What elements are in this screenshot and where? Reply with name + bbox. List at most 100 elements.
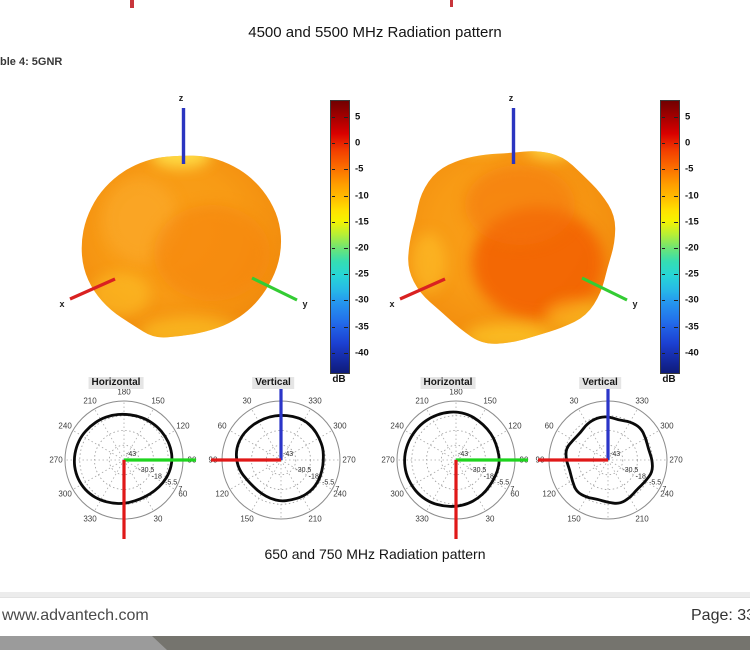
polar-angle-label: 270 [669, 456, 683, 465]
table-label: ble 4: 5GNR [0, 56, 63, 68]
colorbar-tick-label: -40 [355, 347, 369, 359]
polar-radial-label: 7 [178, 486, 182, 493]
polar-angle-label: 330 [415, 514, 429, 523]
polar-title: Horizontal [88, 377, 144, 389]
polar-angle-label: 210 [415, 397, 429, 406]
polar-grid-spoke [607, 459, 638, 512]
surface-plot-left: z x y [59, 93, 308, 338]
radiation-curve [234, 414, 325, 503]
polar-radial-label: -30.5 [470, 467, 486, 474]
polar-angle-label: 30 [570, 397, 579, 406]
y-axis-label: y [302, 299, 307, 309]
surface-color-patch [526, 151, 578, 159]
radiation-curve [72, 412, 174, 505]
polar-radial-label: -18 [152, 473, 162, 480]
colorbar-left: 5 0 -5 -10 -15 -20 -25 -30 -35 -40 [330, 100, 369, 374]
colorbar-tick [332, 117, 335, 118]
z-axis-label: z [509, 93, 514, 103]
colorbar-tick-label: -5 [685, 163, 694, 175]
colorbar-tick [674, 326, 678, 328]
polar-grid-spoke [280, 430, 333, 461]
polar-angle-label: 60 [178, 490, 187, 499]
colorbar-tick [662, 300, 665, 302]
colorbar-tick [662, 326, 665, 328]
colorbar-tick [332, 221, 335, 223]
colorbar-tick [674, 274, 678, 276]
colorbar-tick [662, 352, 665, 354]
colorbar-tick-label: -15 [685, 216, 699, 228]
colorbar-tick-label: -35 [355, 321, 369, 333]
polar-radial-label: -18 [309, 473, 319, 480]
surface-color-patch [465, 165, 575, 245]
colorbar-tick [674, 248, 678, 249]
colorbar-tick-label: -15 [355, 216, 369, 228]
x-axis-label: x [389, 299, 394, 309]
surface-color-patch [138, 317, 242, 338]
footer-separator [0, 592, 750, 598]
polar-grid-spoke [229, 459, 282, 490]
colorbar-tick [662, 169, 665, 171]
colorbar-tick [332, 248, 335, 249]
polar-angle-label: 150 [567, 514, 581, 523]
colorbar-tick [344, 143, 348, 145]
polar-grid-spoke [455, 459, 486, 512]
figure-title: 4500 and 5500 MHz Radiation pattern [248, 24, 502, 41]
colorbar-tick [344, 117, 348, 118]
surface-plot-right: z x y [389, 93, 638, 344]
polar-angle-label: 30 [154, 514, 163, 523]
polar-grid-spoke [455, 459, 508, 490]
surface-color-patch [545, 299, 605, 331]
polar-angle-label: 120 [542, 490, 556, 499]
surface-color-patch [151, 155, 211, 168]
polar-angle-label: 120 [176, 422, 190, 431]
polar-grid-spoke [455, 430, 508, 461]
colorbar-tick [662, 274, 665, 276]
polar-grid-spoke [123, 459, 176, 490]
x-axis-label: x [59, 299, 64, 309]
polar-angle-label: 210 [635, 514, 649, 523]
polar-angle-label: 210 [308, 514, 322, 523]
x-axis-line [399, 277, 446, 301]
colorbar-tick-label: -25 [685, 268, 699, 280]
polar-plot-horizontal-left: 180150120906030330300270240210-43-30.5-1… [49, 388, 197, 539]
colorbar-tick [674, 195, 678, 197]
colorbar-tick [674, 300, 678, 302]
colorbar-tick [662, 143, 665, 145]
polar-radial-label: -43 [283, 451, 293, 458]
cropped-red-text-fragment [130, 0, 134, 8]
polar-plot-vertical-left: 330300270240210150120906030-43-30.5-18-5… [209, 382, 356, 523]
y-axis-label: y [632, 299, 637, 309]
colorbar-tick-label: -5 [355, 163, 364, 175]
colorbar-tick [332, 300, 335, 302]
colorbar-tick [332, 326, 335, 328]
polar-radial-label: -5.5 [497, 480, 509, 487]
surface-color-patch [90, 273, 150, 317]
colorbar-tick-label: -20 [685, 242, 699, 254]
polar-grid-spoke [578, 459, 609, 512]
surface-color-patch [154, 205, 270, 301]
colorbar-unit-label: dB [332, 374, 346, 385]
polar-grid-spoke [556, 459, 609, 490]
colorbar-tick [344, 195, 348, 197]
polar-angle-label: 240 [660, 490, 674, 499]
polar-radial-label: 7 [662, 486, 666, 493]
colorbar-tick [674, 117, 678, 118]
polar-radial-label: -43 [458, 451, 468, 458]
radiation-curve [564, 415, 654, 505]
colorbar-tick [344, 326, 348, 328]
colorbar-tick [674, 169, 678, 171]
polar-title: Vertical [579, 377, 621, 389]
colorbar-tick-label: 5 [685, 111, 691, 123]
footer-page-number: Page: 33 [691, 607, 750, 624]
colorbar-tick-label: -40 [685, 347, 699, 359]
polar-grid-spoke [229, 430, 282, 461]
colorbar-tick [332, 143, 335, 145]
colorbar-tick [332, 195, 335, 197]
colorbar-tick-label: 0 [355, 137, 361, 149]
surface-color-patch [464, 323, 556, 344]
x-axis-line [69, 277, 116, 301]
colorbar-tick [662, 221, 665, 223]
colorbar-tick-label: 0 [685, 137, 691, 149]
surface-color-patch [410, 233, 446, 293]
polar-angle-label: 240 [333, 490, 347, 499]
